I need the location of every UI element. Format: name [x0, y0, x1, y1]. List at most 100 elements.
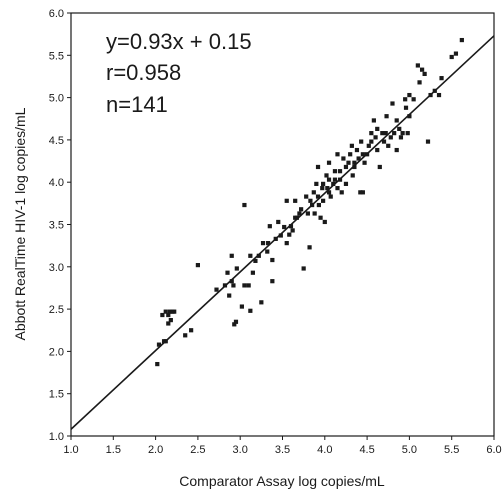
y-tick-label: 4.0	[49, 177, 64, 189]
x-axis-title: Comparator Assay log copies/mL	[179, 473, 385, 489]
data-point	[371, 118, 376, 123]
x-tick-label: 3.5	[275, 444, 290, 456]
data-point	[417, 80, 422, 85]
data-point	[265, 249, 270, 254]
data-point	[232, 322, 237, 327]
data-point	[172, 309, 177, 314]
data-point	[373, 135, 378, 140]
data-point	[365, 152, 370, 157]
regression-line	[70, 35, 495, 430]
data-point	[297, 211, 302, 216]
data-point	[242, 202, 247, 208]
y-axis-ticks: 1.0 1.5 2.0 2.5 3.0 3.5 4.0 4.5 5.0 5.5 6.0	[49, 8, 71, 443]
data-point	[348, 152, 353, 157]
data-point	[284, 198, 289, 203]
data-points	[155, 37, 464, 367]
data-point	[332, 169, 338, 174]
data-point	[321, 181, 326, 186]
data-point	[229, 279, 234, 284]
data-point	[394, 147, 399, 153]
data-point	[335, 152, 340, 157]
data-point	[335, 186, 340, 191]
data-point	[299, 207, 304, 212]
data-point	[311, 190, 316, 195]
data-point	[369, 139, 374, 144]
data-point	[195, 263, 200, 268]
data-point	[282, 224, 287, 230]
data-point	[358, 190, 363, 195]
data-point	[403, 97, 408, 102]
data-point	[305, 211, 310, 216]
data-point	[356, 156, 361, 161]
data-point	[160, 312, 165, 318]
y-tick-label: 5.5	[49, 50, 64, 62]
data-point	[259, 300, 264, 305]
data-point	[375, 147, 380, 153]
data-point	[326, 190, 332, 195]
data-point	[256, 253, 261, 258]
data-point	[360, 152, 365, 157]
data-point	[284, 241, 289, 246]
data-point	[167, 309, 173, 314]
data-point	[432, 88, 437, 93]
data-point	[381, 139, 387, 144]
data-point	[308, 198, 313, 203]
x-tick-label: 5.0	[402, 444, 417, 456]
data-point	[163, 339, 168, 344]
data-point	[242, 283, 247, 288]
correlation-value: r=0.958	[106, 60, 181, 85]
data-point	[352, 160, 357, 165]
data-point	[400, 131, 405, 136]
data-point	[341, 156, 346, 161]
data-point	[307, 245, 312, 250]
data-point	[276, 219, 281, 225]
data-point	[324, 173, 329, 178]
data-point	[183, 333, 188, 338]
data-point	[449, 54, 454, 60]
data-point	[411, 97, 416, 102]
data-point	[253, 258, 258, 263]
data-point	[248, 308, 253, 313]
y-tick-label: 6.0	[49, 8, 64, 20]
y-tick-label: 1.5	[49, 389, 64, 401]
regression-equation: y=0.93x + 0.15	[106, 29, 252, 54]
data-point	[322, 219, 327, 225]
data-point	[360, 190, 365, 195]
data-point	[350, 173, 355, 178]
data-point	[293, 198, 298, 203]
data-point	[394, 118, 399, 123]
data-point	[318, 215, 323, 220]
data-point	[383, 131, 388, 136]
data-point	[301, 266, 306, 271]
data-point	[246, 283, 251, 288]
data-point	[419, 67, 425, 72]
data-point	[229, 253, 234, 258]
sample-size: n=141	[106, 92, 168, 117]
data-point	[321, 198, 326, 203]
plot-area: 1.0 1.5 2.0 2.5 3.0 3.5 4.0 4.5 5.0 5.5 6.0 1.0 1.5…	[49, 8, 502, 456]
data-point	[349, 143, 354, 148]
data-point	[290, 228, 295, 233]
equation-annotations: y=0.93x + 0.15 r=0.958 n=141	[106, 29, 252, 117]
y-tick-label: 2.0	[49, 346, 64, 358]
data-point	[326, 160, 332, 165]
data-point	[231, 283, 236, 288]
data-point	[332, 177, 338, 182]
data-point	[398, 135, 404, 140]
data-point	[428, 92, 433, 98]
data-point	[375, 126, 380, 131]
data-point	[304, 194, 309, 199]
y-axis-title: Abbott RealTime HIV-1 log copies/mL	[12, 107, 28, 340]
y-tick-label: 1.0	[49, 431, 64, 443]
x-tick-label: 4.5	[359, 444, 374, 456]
data-point	[377, 164, 382, 170]
data-point	[273, 236, 278, 241]
data-point	[403, 105, 409, 110]
data-point	[168, 318, 173, 323]
data-point	[227, 293, 232, 298]
data-point	[392, 131, 397, 136]
data-point	[352, 164, 357, 170]
data-point	[439, 76, 444, 81]
data-point	[310, 202, 315, 208]
data-point	[287, 232, 292, 237]
